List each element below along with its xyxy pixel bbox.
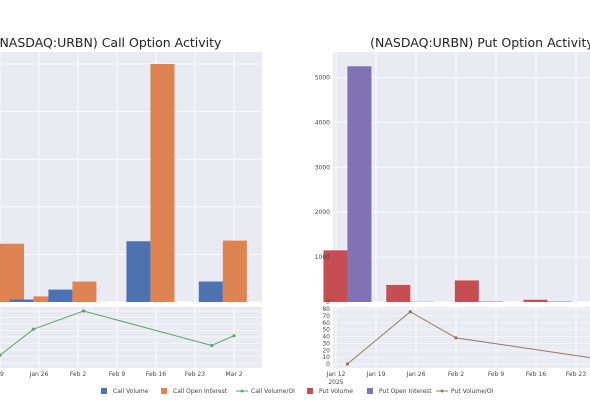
call-ratio-point xyxy=(210,343,214,348)
call-ratio-point xyxy=(232,334,236,338)
put-x-tick-line: Jan 19 xyxy=(366,371,386,378)
put-x-tick-label: Jan 19 xyxy=(366,371,386,378)
put-ratio-line xyxy=(345,310,590,366)
call-open-interest-bar xyxy=(72,281,97,302)
call-ratio-grid xyxy=(0,307,262,368)
call-chart-title: (NASDAQ:URBN) Call Option Activity xyxy=(0,35,222,50)
call-bars xyxy=(0,64,247,302)
put-y-ticks: 0 1000 2000 3000 4000 5000 xyxy=(315,74,330,306)
put-x-tick-line: Feb 9 xyxy=(488,371,505,378)
legend-label: Call Volume/OI xyxy=(251,388,295,395)
put-main-plot-bg xyxy=(333,52,590,302)
put-ratio-point xyxy=(345,362,350,366)
legend-label: Put Volume xyxy=(319,388,353,395)
call-open-interest-bar xyxy=(222,240,247,302)
put-ratio-y-tick-label: 20 xyxy=(322,347,330,354)
put-open-interest-bar xyxy=(347,66,372,302)
call-ratio-line xyxy=(0,309,236,357)
put-ratio-grid xyxy=(333,307,590,368)
put-y-tick-label: 2000 xyxy=(315,209,330,216)
put-x-tick-line: Feb 2 xyxy=(448,371,465,378)
call-x-tick-line: Jan 26 xyxy=(29,371,49,378)
put-y-tick-label: 0 xyxy=(326,299,330,306)
call-x-tick-line: Feb 16 xyxy=(146,371,166,378)
call-volume-bar xyxy=(198,281,223,302)
put-ratio-y-tick-label: 30 xyxy=(322,340,330,347)
legend-label: Put Volume/OI xyxy=(451,388,494,395)
put-x-tick-line: Jan 12 xyxy=(326,371,346,378)
call-volume-bar xyxy=(9,299,34,302)
put-main-grid xyxy=(333,52,590,303)
put-x-ticks: Jan 12 2025 Jan 19 Jan 26 Feb 2 Feb 9 Feb 16 Fe… xyxy=(326,371,587,386)
legend-swatch xyxy=(161,388,167,394)
put-x-tick-label: Jan 26 xyxy=(406,371,426,378)
put-ratio-polyline xyxy=(347,311,590,365)
put-y-tick-label: 5000 xyxy=(315,74,330,81)
put-x-tick-line: Feb 23 xyxy=(566,371,586,378)
put-x-tick-label: Feb 16 xyxy=(526,371,546,378)
put-y-tick-label: 1000 xyxy=(315,254,330,261)
call-x-tick-label: Mar 2 xyxy=(225,371,242,378)
legend-swatch xyxy=(307,388,313,394)
put-ratio-y-tick-label: 80 xyxy=(322,306,330,313)
call-x-tick-line: 19 xyxy=(0,371,4,378)
legend-swatch xyxy=(367,388,373,394)
put-ratio-y-tick-label: 10 xyxy=(322,354,330,361)
put-x-tick-label: Feb 9 xyxy=(488,371,505,378)
call-main-grid xyxy=(0,52,262,303)
put-chart-title: (NASDAQ:URBN) Put Option Activity xyxy=(370,35,590,50)
put-ratio-y-tick-label: 0 xyxy=(326,361,330,368)
call-ratio-plot-bg xyxy=(0,307,262,368)
put-bars xyxy=(323,66,572,302)
legend-label: Call Open Interest xyxy=(173,388,228,395)
legend-label: Put Open Interest xyxy=(379,388,432,395)
call-x-tick-line: Mar 2 xyxy=(225,371,242,378)
put-volume-bar xyxy=(454,280,479,302)
put-y-tick-label: 3000 xyxy=(315,164,330,171)
call-x-tick-label: Feb 23 xyxy=(185,371,205,378)
legend-marker xyxy=(240,389,244,393)
put-x-tick-label: Jan 12 2025 xyxy=(326,371,346,386)
put-volume-bar xyxy=(523,299,548,302)
call-volume-bar xyxy=(126,241,151,302)
call-x-tick-label: Feb 2 xyxy=(70,371,87,378)
call-x-tick-label: Feb 9 xyxy=(109,371,126,378)
put-ratio-point xyxy=(454,336,458,340)
put-ratio-y-tick-label: 70 xyxy=(322,313,330,320)
call-volume-bar xyxy=(48,289,73,302)
call-x-tick-label: Jan 26 xyxy=(29,371,49,378)
call-x-tick-line: Feb 2 xyxy=(70,371,87,378)
put-ratio-y-tick-label: 50 xyxy=(322,327,330,334)
put-x-tick-label: Feb 23 xyxy=(566,371,586,378)
put-x-tick-line: Jan 26 xyxy=(406,371,426,378)
put-y-tick-label: 4000 xyxy=(315,119,330,126)
call-ratio-point xyxy=(81,309,86,313)
legend: Call Volume Call Open Interest Call Volume… xyxy=(101,388,494,395)
call-open-interest-bar xyxy=(33,296,58,302)
put-ratio-y-tick-label: 60 xyxy=(322,320,330,327)
call-x-tick-label: Feb 16 xyxy=(146,371,166,378)
legend-label: Call Volume xyxy=(113,388,149,395)
call-x-ticks: 19 Jan 26 Feb 2 Feb 9 Feb 16 Feb 23 Mar 2 xyxy=(0,371,243,378)
call-ratio-point xyxy=(0,353,2,357)
put-chart: (NASDAQ:URBN) Put Option Activity 0 1000 2… xyxy=(315,35,590,386)
call-open-interest-bar xyxy=(150,64,175,302)
call-x-tick-line: Feb 23 xyxy=(185,371,205,378)
legend-swatch xyxy=(101,388,107,394)
call-x-tick-label: 19 xyxy=(0,371,4,378)
put-x-tick-line: 2025 xyxy=(328,379,343,386)
put-ratio-y-tick-label: 40 xyxy=(322,334,330,341)
put-ratio-point xyxy=(408,310,412,314)
call-ratio-point xyxy=(31,327,36,331)
put-volume-bar xyxy=(323,250,348,302)
put-x-tick-line: Feb 16 xyxy=(526,371,546,378)
legend-marker xyxy=(440,389,444,393)
put-volume-bar xyxy=(386,284,411,302)
call-open-interest-bar xyxy=(0,243,24,302)
put-x-tick-label: Feb 2 xyxy=(448,371,465,378)
call-chart: (NASDAQ:URBN) Call Option Activity 19 Jan… xyxy=(0,35,262,378)
call-x-tick-line: Feb 9 xyxy=(109,371,126,378)
